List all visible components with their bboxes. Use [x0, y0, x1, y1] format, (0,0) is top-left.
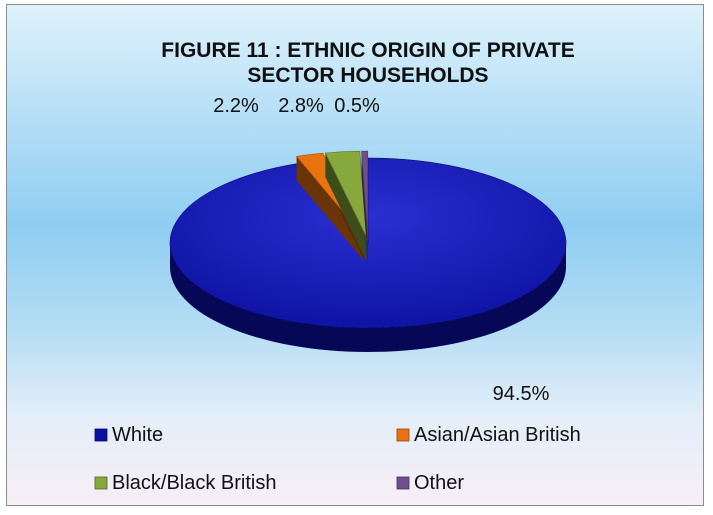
data-label-white: 94.5% [493, 383, 550, 405]
legend-swatch-other [396, 476, 410, 490]
legend-item-white: White [94, 424, 163, 446]
legend-item-other: Other [396, 472, 464, 494]
data-label-asian-asian-british: 2.2% [213, 95, 259, 117]
legend-item-black-black-british: Black/Black British [94, 472, 277, 494]
pie-slice-other [361, 150, 369, 261]
legend-item-asian-asian-british: Asian/Asian British [396, 424, 581, 446]
legend-swatch-black-black-british [94, 476, 108, 490]
data-label-black-black-british: 2.8% [278, 95, 324, 117]
legend-label-white: White [112, 424, 163, 446]
legend-swatch-asian-asian-british [396, 428, 410, 442]
pie-slice-black-black-british [324, 150, 367, 261]
chart-title-line-2: SECTOR HOUSEHOLDS [247, 64, 488, 87]
legend-swatch-white [94, 428, 108, 442]
data-label-other: 0.5% [334, 95, 380, 117]
legend-label-other: Other [414, 472, 464, 494]
chart-title-line-1: FIGURE 11 : ETHNIC ORIGIN OF PRIVATE [161, 39, 574, 62]
legend-label-black-black-british: Black/Black British [112, 472, 277, 494]
legend-label-asian-asian-british: Asian/Asian British [414, 424, 581, 446]
